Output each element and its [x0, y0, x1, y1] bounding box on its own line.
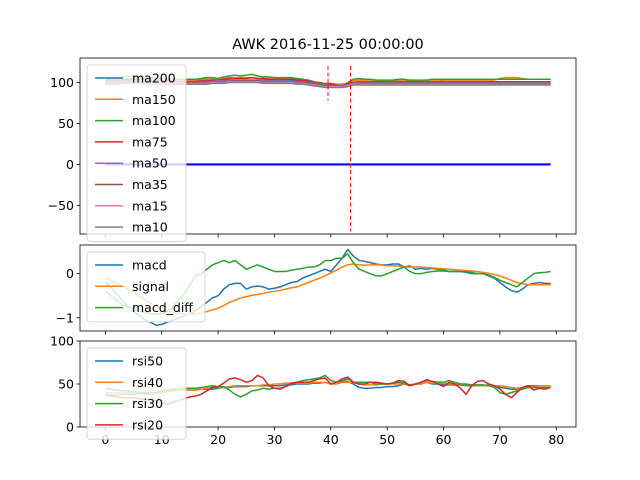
legend-label: ma75	[132, 134, 168, 149]
x-tick-label: 60	[436, 432, 452, 447]
panel-3: 05010001020304050607080rsi50rsi40rsi30rs…	[50, 334, 577, 447]
legend-label: ma100	[132, 113, 176, 128]
chart-title: AWK 2016-11-25 00:00:00	[232, 37, 424, 53]
legend-label: ma150	[132, 92, 176, 107]
y-tick-label: 0	[66, 157, 74, 172]
x-tick-label: 40	[323, 432, 339, 447]
x-tick-label: 20	[210, 432, 226, 447]
legend-label: rsi40	[132, 375, 163, 390]
y-tick-label: 100	[50, 334, 74, 349]
legend-label: ma35	[132, 177, 168, 192]
legend-label: ma10	[132, 220, 168, 235]
legend-label: ma15	[132, 198, 168, 213]
y-tick-label: −1	[56, 310, 74, 325]
y-tick-label: 50	[58, 116, 74, 131]
y-tick-label: 0	[66, 420, 74, 435]
y-tick-label: 100	[50, 75, 74, 90]
x-tick-label: 80	[548, 432, 564, 447]
axes-frame	[79, 340, 577, 428]
axes-frame	[79, 57, 577, 235]
legend-label: rsi30	[132, 396, 163, 411]
legend-label: ma50	[132, 156, 168, 171]
legend: rsi50 rsi40 rsi30 rsi20	[86, 347, 187, 440]
panel-1: −50 0 50 100 ma200 ma150 ma100 ma75 ma50 ma35 ma15…	[48, 57, 577, 242]
legend-label: signal	[132, 279, 169, 294]
legend-box	[86, 347, 187, 440]
legend-label: macd	[132, 258, 167, 273]
axes-frame	[79, 244, 577, 332]
x-tick-label: 30	[267, 432, 283, 447]
y-tick-label: 50	[58, 377, 74, 392]
legend-box	[86, 64, 187, 242]
panel-2: −1 0 macd signal macd_diff	[56, 244, 577, 335]
y-tick-label: 0	[66, 266, 74, 281]
x-tick-label: 70	[492, 432, 508, 447]
legend-label: rsi20	[132, 417, 163, 432]
legend-label: rsi50	[132, 354, 163, 369]
y-tick-label: −50	[48, 198, 74, 213]
legend-label: ma200	[132, 71, 176, 86]
legend: ma200 ma150 ma100 ma75 ma50 ma35 ma15 ma10	[86, 64, 187, 242]
legend: macd signal macd_diff	[86, 251, 206, 323]
x-tick-label: 50	[379, 432, 395, 447]
legend-box	[86, 251, 206, 323]
legend-label: macd_diff	[132, 300, 193, 315]
